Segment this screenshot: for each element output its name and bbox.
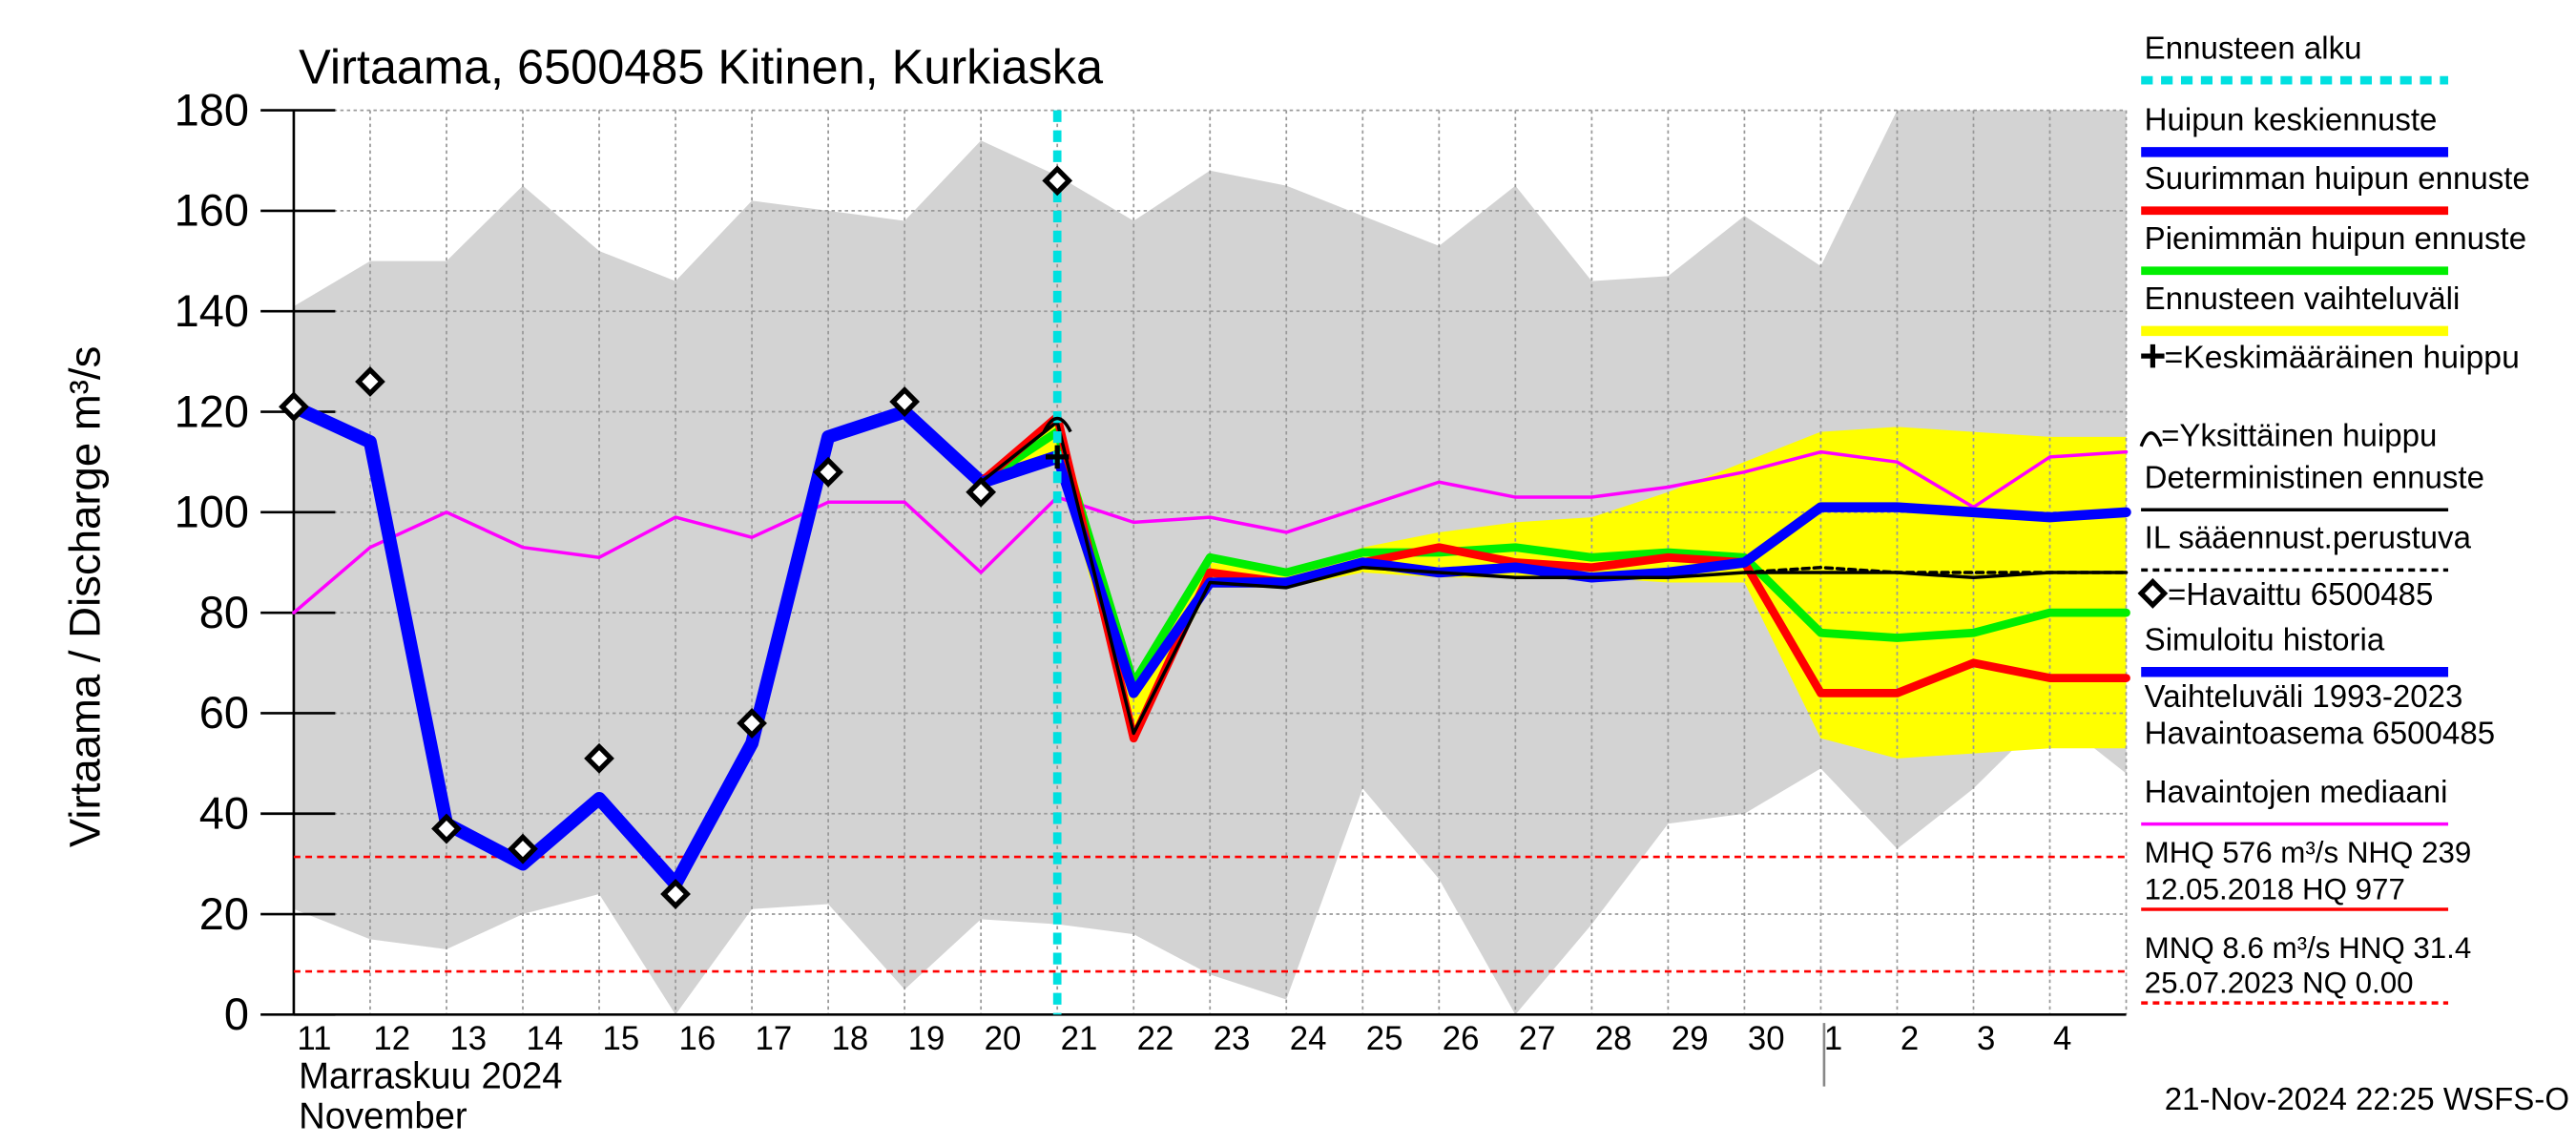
legend-label: Suurimman huipun ennuste [2145,161,2530,197]
observed-point [1042,165,1073,197]
line [292,449,2129,614]
y-tick-label: 40 [199,787,249,838]
line [975,451,2131,698]
statistics-label: MHQ 576 m³/s NHQ 239 [2145,836,2472,869]
x-tick-label: 2 [1901,1020,1919,1057]
line [979,420,2129,736]
plot-area: 11 12 13 14 15 16 17 18 19 20 21 22 23 24 25 26 27 28 29 30… [175,84,2131,1057]
x-tick-label: 16 [679,1020,717,1057]
x-tick-label: 1 [1824,1020,1842,1057]
observed-point [279,391,309,423]
y-tick-label: 180 [175,84,249,135]
y-axis-label: Virtaama / Discharge m³/s [61,346,110,847]
x-tick-label: 21 [1061,1020,1098,1057]
x-tick-label: 12 [373,1020,410,1057]
observed-point [584,742,614,774]
x-tick-label: 17 [756,1020,793,1057]
dashed-line [1742,566,2129,574]
legend-label: Vaihteluväli 1993-2023 [2145,679,2463,715]
observed-point [355,365,385,397]
observed-point [889,386,920,417]
observed-point [966,476,997,508]
line [976,427,2130,688]
legend-label: Simuloitu historia [2145,622,2385,657]
observed-point [737,707,767,739]
x-tick-label: 28 [1595,1020,1632,1057]
y-tick-label: 160 [175,185,249,236]
footer: 21-Nov-2024 22:25 WSFS-O [2165,1082,2569,1117]
y-tick-label: 60 [199,687,249,738]
statistics-label: MNQ 8.6 m³/s HNQ 31.4 [2145,931,2472,965]
observed-point [431,813,462,844]
x-tick-label: 19 [908,1020,945,1057]
observed-point [508,833,538,864]
x-tick-label: 22 [1137,1020,1174,1057]
x-tick-label: 27 [1519,1020,1556,1057]
x-tick-label: 14 [526,1020,563,1057]
x-tick-label: 11 [297,1020,331,1057]
x-tick-label: 15 [603,1020,640,1057]
mean-peak-marker [1046,445,1070,469]
legend-symbol [2139,430,2163,448]
x-tick-label: 18 [832,1020,869,1057]
x-tick-label: 30 [1748,1020,1785,1057]
y-tick-label: 120 [175,385,249,436]
x-tick-label: 4 [2053,1020,2071,1057]
legend-label: =Havaittu 6500485 [2168,577,2433,613]
x-axis-label: Marraskuu 2024 [299,1055,562,1096]
legend-symbol [2141,344,2165,368]
legend-label: Huipun keskiennuste [2145,103,2438,138]
chart-title: Virtaama, 6500485 Kitinen, Kurkiaska [299,39,1104,94]
range-band [981,411,2127,759]
y-tick-label: 80 [199,587,249,637]
legend-label: =Keskimääräinen huippu [2165,340,2520,375]
observed-point [813,456,843,488]
statistics-label: 12.05.2018 HQ 977 [2145,872,2405,906]
y-tick-label: 140 [175,285,249,336]
x-axis-label: November [299,1095,467,1136]
legend-label: Deterministinen ennuste [2145,460,2484,495]
x-tick-label: 23 [1214,1020,1251,1057]
legend: Ennusteen alku Huipun keskiennuste Suurimm… [2137,31,2530,1005]
x-tick-label: 3 [1977,1020,1995,1057]
legend-label: Havaintoasema 6500485 [2145,716,2495,751]
legend-label: =Yksittäinen huippu [2161,419,2437,454]
y-tick-label: 0 [224,989,249,1039]
observed-point [660,879,691,909]
x-tick-label: 24 [1290,1020,1327,1057]
y-tick-label: 20 [199,888,249,939]
legend-symbol [2137,577,2169,609]
y-tick-label: 100 [175,486,249,536]
x-tick-label: 26 [1443,1020,1480,1057]
x-tick-label: 29 [1672,1020,1709,1057]
legend-label: IL sääennust.perustuva [2145,520,2472,555]
x-tick-label: 13 [449,1020,487,1057]
x-tick-label: 25 [1366,1020,1403,1057]
legend-label: Ennusteen vaihteluväli [2145,281,2461,317]
single-peak-marker [1042,416,1072,433]
statistics-label: 25.07.2023 NQ 0.00 [2145,966,2414,999]
legend-label: Pienimmän huipun ennuste [2145,221,2526,257]
legend-label: Ennusteen alku [2145,31,2362,66]
legend-label: Havaintojen mediaani [2145,775,2448,810]
x-tick-label: 20 [985,1020,1022,1057]
